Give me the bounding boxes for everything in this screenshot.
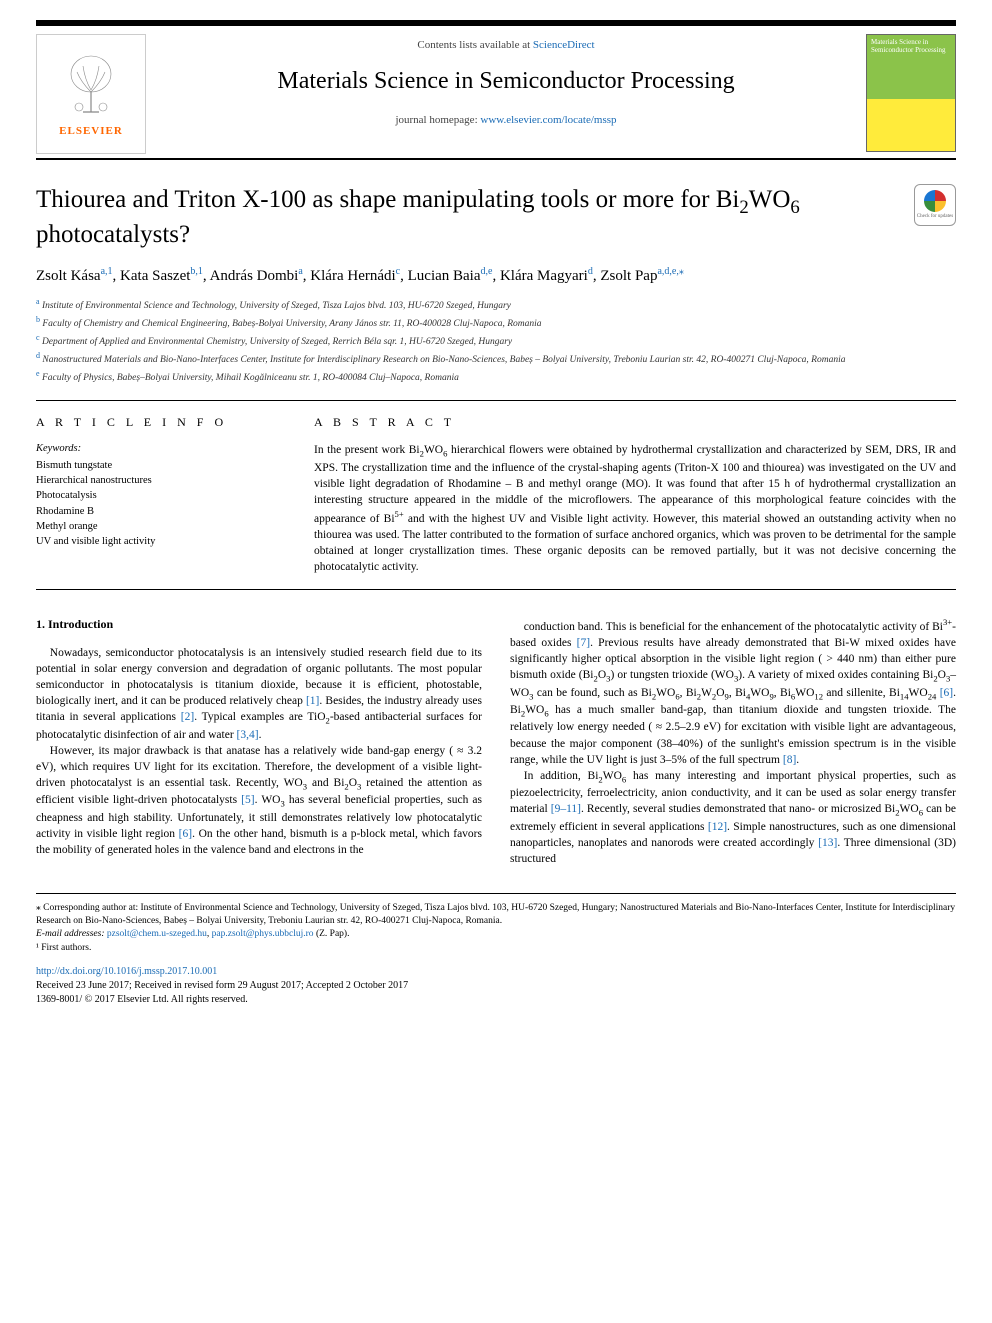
copyright-line: 1369-8001/ © 2017 Elsevier Ltd. All righ… [36, 993, 956, 1007]
received-line: Received 23 June 2017; Received in revis… [36, 979, 956, 993]
affiliation-item: d Nanostructured Materials and Bio-Nano-… [36, 350, 956, 368]
elsevier-logo[interactable]: ELSEVIER [36, 34, 146, 154]
doi-line: http://dx.doi.org/10.1016/j.mssp.2017.10… [36, 965, 956, 979]
journal-cover-thumbnail[interactable]: Materials Science in Semiconductor Proce… [866, 34, 956, 152]
doi-link[interactable]: http://dx.doi.org/10.1016/j.mssp.2017.10… [36, 966, 217, 977]
article-title-row: Thiourea and Triton X-100 as shape manip… [36, 184, 956, 251]
ref-7[interactable]: [7] [577, 637, 590, 649]
ref-6[interactable]: [6] [179, 828, 192, 840]
journal-title: Materials Science in Semiconductor Proce… [156, 66, 856, 97]
affiliation-item: b Faculty of Chemistry and Chemical Engi… [36, 314, 956, 332]
elsevier-label: ELSEVIER [59, 124, 123, 138]
contents-line: Contents lists available at ScienceDirec… [156, 38, 856, 52]
article-info: A R T I C L E I N F O Keywords: Bismuth … [36, 415, 286, 575]
email-prefix: E-mail addresses: [36, 929, 107, 939]
ref-6b[interactable]: [6] [940, 687, 953, 699]
crossmark-badge[interactable]: Check for updates [914, 184, 956, 226]
first-authors-note: ¹ First authors. [36, 942, 956, 955]
divider-bottom [36, 589, 956, 590]
ref-13[interactable]: [13] [818, 837, 837, 849]
homepage-prefix: journal homepage: [395, 114, 480, 126]
journal-header: ELSEVIER Contents lists available at Sci… [36, 26, 956, 160]
keyword-item: Photocatalysis [36, 488, 286, 503]
keyword-item: UV and visible light activity [36, 534, 286, 549]
affiliation-item: c Department of Applied and Environmenta… [36, 332, 956, 350]
keyword-item: Bismuth tungstate [36, 458, 286, 473]
column-right: conduction band. This is beneficial for … [510, 616, 956, 867]
col2-content: conduction band. This is beneficial for … [510, 616, 956, 867]
cover-title: Materials Science in Semiconductor Proce… [871, 39, 955, 54]
keyword-item: Hierarchical nanostructures [36, 473, 286, 488]
keyword-item: Methyl orange [36, 519, 286, 534]
column-left: 1. Introduction Nowadays, semiconductor … [36, 616, 482, 867]
body-paragraph: Nowadays, semiconductor photocatalysis i… [36, 645, 482, 743]
col1-content: Nowadays, semiconductor photocatalysis i… [36, 645, 482, 858]
keyword-item: Rhodamine B [36, 504, 286, 519]
ref-2[interactable]: [2] [181, 711, 194, 723]
elsevier-tree-icon [61, 50, 121, 120]
body-paragraph: conduction band. This is beneficial for … [510, 616, 956, 767]
body-columns: 1. Introduction Nowadays, semiconductor … [36, 616, 956, 867]
affiliations: a Institute of Environmental Science and… [36, 296, 956, 386]
authors: Zsolt Kásaa,1, Kata Saszetb,1, András Do… [36, 265, 956, 287]
body-paragraph: In addition, Bi2WO6 has many interesting… [510, 768, 956, 867]
divider-top [36, 400, 956, 401]
crossmark-text: Check for updates [917, 214, 953, 221]
header-center: Contents lists available at ScienceDirec… [146, 34, 866, 154]
abstract-heading: A B S T R A C T [314, 415, 956, 431]
homepage-line: journal homepage: www.elsevier.com/locat… [156, 113, 856, 127]
abstract-text: In the present work Bi2WO6 hierarchical … [314, 442, 956, 575]
info-abstract-row: A R T I C L E I N F O Keywords: Bismuth … [36, 415, 956, 575]
sciencedirect-link[interactable]: ScienceDirect [533, 39, 595, 51]
affiliation-item: a Institute of Environmental Science and… [36, 296, 956, 314]
corresponding-author: ⁎ Corresponding author at: Institute of … [36, 902, 956, 929]
ref-12[interactable]: [12] [708, 821, 727, 833]
crossmark-icon [924, 190, 946, 212]
ref-1[interactable]: [1] [306, 695, 319, 707]
body-paragraph: However, its major drawback is that anat… [36, 743, 482, 858]
email-suffix: (Z. Pap). [314, 929, 350, 939]
email-1[interactable]: pzsolt@chem.u-szeged.hu [107, 929, 207, 939]
ref-8[interactable]: [8] [783, 754, 796, 766]
affiliation-item: e Faculty of Physics, Babeș–Bolyai Unive… [36, 368, 956, 386]
article-title: Thiourea and Triton X-100 as shape manip… [36, 184, 902, 251]
contents-prefix: Contents lists available at [417, 39, 532, 51]
abstract: A B S T R A C T In the present work Bi2W… [314, 415, 956, 575]
email-2[interactable]: pap.zsolt@phys.ubbcluj.ro [212, 929, 314, 939]
email-line: E-mail addresses: pzsolt@chem.u-szeged.h… [36, 928, 956, 941]
article-info-heading: A R T I C L E I N F O [36, 415, 286, 431]
homepage-link[interactable]: www.elsevier.com/locate/mssp [480, 114, 616, 126]
ref-3-4[interactable]: [3,4] [237, 729, 259, 741]
footer: ⁎ Corresponding author at: Institute of … [36, 893, 956, 1007]
ref-9-11[interactable]: [9–11] [551, 803, 581, 815]
keywords-label: Keywords: [36, 442, 286, 456]
ref-5[interactable]: [5] [241, 794, 254, 806]
section-heading: 1. Introduction [36, 616, 482, 633]
keywords-list: Bismuth tungstateHierarchical nanostruct… [36, 458, 286, 549]
